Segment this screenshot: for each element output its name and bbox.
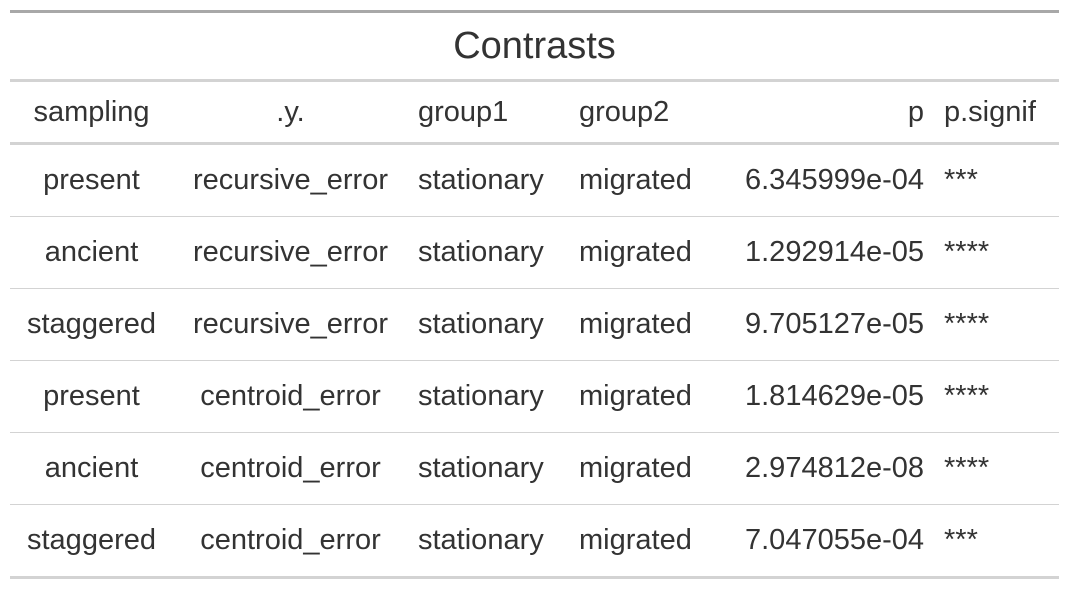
cell-y: centroid_error: [173, 432, 408, 505]
table-row: ancient centroid_error stationary migrat…: [10, 432, 1059, 505]
cell-p-signif: ****: [934, 216, 1059, 289]
cell-sampling: staggered: [10, 504, 173, 579]
cell-group2: migrated: [569, 143, 715, 217]
table-title: Contrasts: [10, 13, 1059, 82]
cell-group1: stationary: [408, 216, 569, 289]
cell-y: centroid_error: [173, 504, 408, 579]
cell-sampling: present: [10, 143, 173, 217]
cell-group1: stationary: [408, 143, 569, 217]
cell-group1: stationary: [408, 360, 569, 433]
table-row: staggered centroid_error stationary migr…: [10, 504, 1059, 579]
cell-p: 6.345999e-04: [715, 143, 934, 217]
column-header-group2: group2: [569, 82, 715, 145]
cell-sampling: ancient: [10, 432, 173, 505]
column-header-group1: group1: [408, 82, 569, 145]
cell-p: 2.974812e-08: [715, 432, 934, 505]
header-row: sampling .y. group1 group2 p p.signif: [10, 82, 1059, 145]
cell-p: 7.047055e-04: [715, 504, 934, 579]
cell-group1: stationary: [408, 432, 569, 505]
cell-group2: migrated: [569, 432, 715, 505]
top-rule: [10, 10, 1059, 13]
cell-p-signif: ***: [934, 504, 1059, 579]
cell-y: recursive_error: [173, 143, 408, 217]
cell-p: 1.292914e-05: [715, 216, 934, 289]
cell-group1: stationary: [408, 504, 569, 579]
cell-y: recursive_error: [173, 288, 408, 361]
cell-p-signif: ****: [934, 360, 1059, 433]
cell-p-signif: ***: [934, 143, 1059, 217]
table-row: staggered recursive_error stationary mig…: [10, 288, 1059, 361]
cell-sampling: staggered: [10, 288, 173, 361]
column-header-p-signif: p.signif: [934, 82, 1059, 145]
table-row: ancient recursive_error stationary migra…: [10, 216, 1059, 289]
cell-y: centroid_error: [173, 360, 408, 433]
column-header-p: p: [715, 82, 934, 145]
cell-p-signif: ****: [934, 432, 1059, 505]
cell-y: recursive_error: [173, 216, 408, 289]
cell-sampling: present: [10, 360, 173, 433]
table-row: present recursive_error stationary migra…: [10, 143, 1059, 217]
cell-group1: stationary: [408, 288, 569, 361]
cell-group2: migrated: [569, 216, 715, 289]
cell-group2: migrated: [569, 504, 715, 579]
cell-p: 1.814629e-05: [715, 360, 934, 433]
cell-p-signif: ****: [934, 288, 1059, 361]
column-header-y: .y.: [173, 82, 408, 145]
cell-sampling: ancient: [10, 216, 173, 289]
table-row: present centroid_error stationary migrat…: [10, 360, 1059, 433]
contrasts-grid: sampling .y. group1 group2 p p.signif pr…: [10, 82, 1059, 579]
column-header-sampling: sampling: [10, 82, 173, 145]
contrasts-table: Contrasts sampling .y. group1 group2 p p…: [10, 10, 1059, 579]
cell-group2: migrated: [569, 360, 715, 433]
cell-group2: migrated: [569, 288, 715, 361]
cell-p: 9.705127e-05: [715, 288, 934, 361]
